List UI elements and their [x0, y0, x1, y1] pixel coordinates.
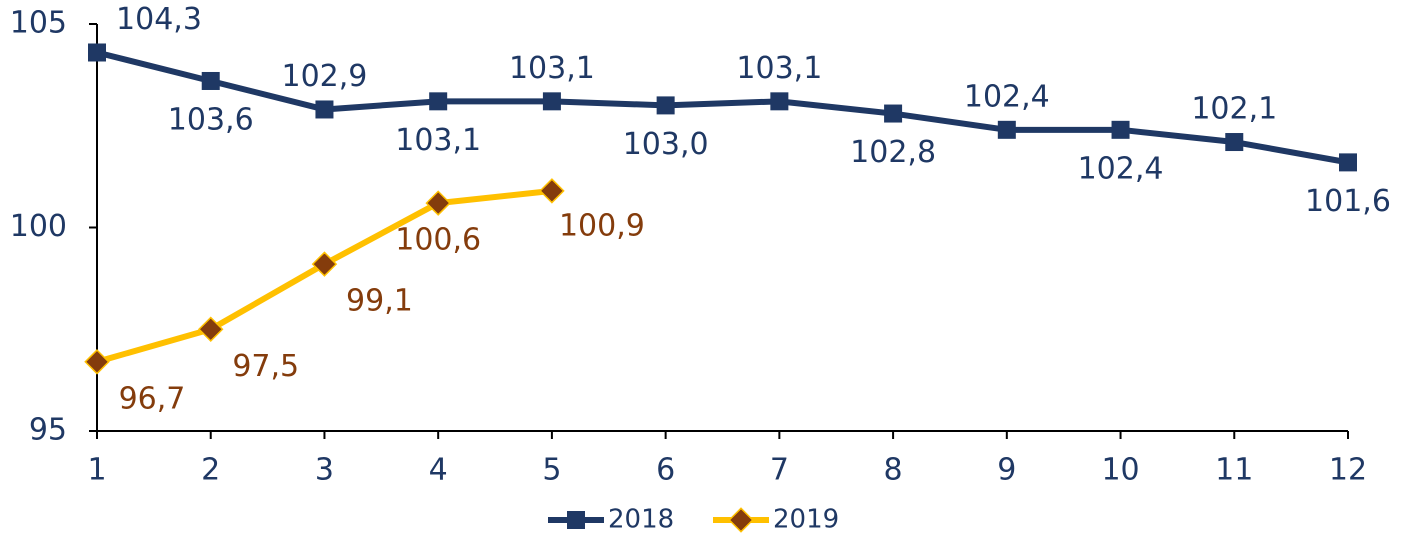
legend-label: 2019 — [773, 505, 839, 533]
point-marker — [315, 100, 334, 119]
point-marker — [425, 190, 451, 216]
point-marker — [201, 71, 220, 90]
data-label: 97,5 — [232, 349, 299, 384]
x-tick-label: 2 — [201, 453, 220, 488]
point-marker — [1225, 133, 1244, 152]
legend-marker — [567, 511, 585, 529]
series-line — [96, 49, 1349, 166]
point-marker — [197, 316, 224, 343]
point-marker — [884, 104, 903, 123]
data-label: 102,9 — [282, 59, 368, 94]
x-tick-label: 5 — [542, 453, 561, 488]
data-label: 102,4 — [1078, 151, 1164, 186]
y-tick-label: 105 — [10, 6, 67, 41]
point-marker — [429, 92, 448, 111]
data-label: 104,3 — [116, 2, 202, 37]
data-label: 96,7 — [119, 381, 186, 416]
x-tick-label: 6 — [656, 453, 675, 488]
data-label: 103,1 — [509, 51, 595, 86]
x-tick-label: 12 — [1329, 453, 1367, 488]
y-tick-label: 100 — [10, 209, 67, 244]
point-marker — [88, 43, 106, 62]
point-marker — [542, 92, 561, 111]
x-tick-label: 11 — [1215, 453, 1253, 488]
data-label: 103,1 — [736, 51, 822, 86]
data-label: 99,1 — [346, 284, 413, 319]
point-marker — [1339, 153, 1357, 172]
data-label: 100,9 — [559, 208, 645, 243]
point-marker — [84, 349, 110, 375]
data-label: 103,1 — [395, 123, 481, 158]
x-tick-label: 10 — [1101, 453, 1139, 488]
x-tick-label: 3 — [315, 453, 334, 488]
x-tick-label: 8 — [884, 453, 903, 488]
point-marker — [1111, 120, 1130, 139]
point-marker — [656, 96, 675, 115]
point-marker — [311, 251, 338, 277]
point-marker — [770, 92, 789, 111]
x-tick-label: 1 — [87, 453, 106, 488]
data-label: 101,6 — [1305, 184, 1391, 219]
data-label: 100,6 — [395, 223, 481, 258]
point-marker — [997, 120, 1016, 139]
data-label: 102,1 — [1191, 92, 1277, 127]
y-tick-label: 95 — [29, 413, 67, 448]
legend-label: 2018 — [608, 505, 674, 533]
data-label: 102,8 — [850, 135, 936, 170]
point-marker — [539, 178, 565, 204]
data-label: 103,6 — [168, 102, 254, 137]
data-label: 102,4 — [964, 79, 1050, 114]
legend-marker — [728, 507, 754, 533]
x-tick-label: 4 — [429, 453, 448, 488]
x-tick-label: 7 — [770, 453, 789, 488]
x-tick-label: 9 — [997, 453, 1016, 488]
data-label: 103,0 — [623, 127, 709, 162]
